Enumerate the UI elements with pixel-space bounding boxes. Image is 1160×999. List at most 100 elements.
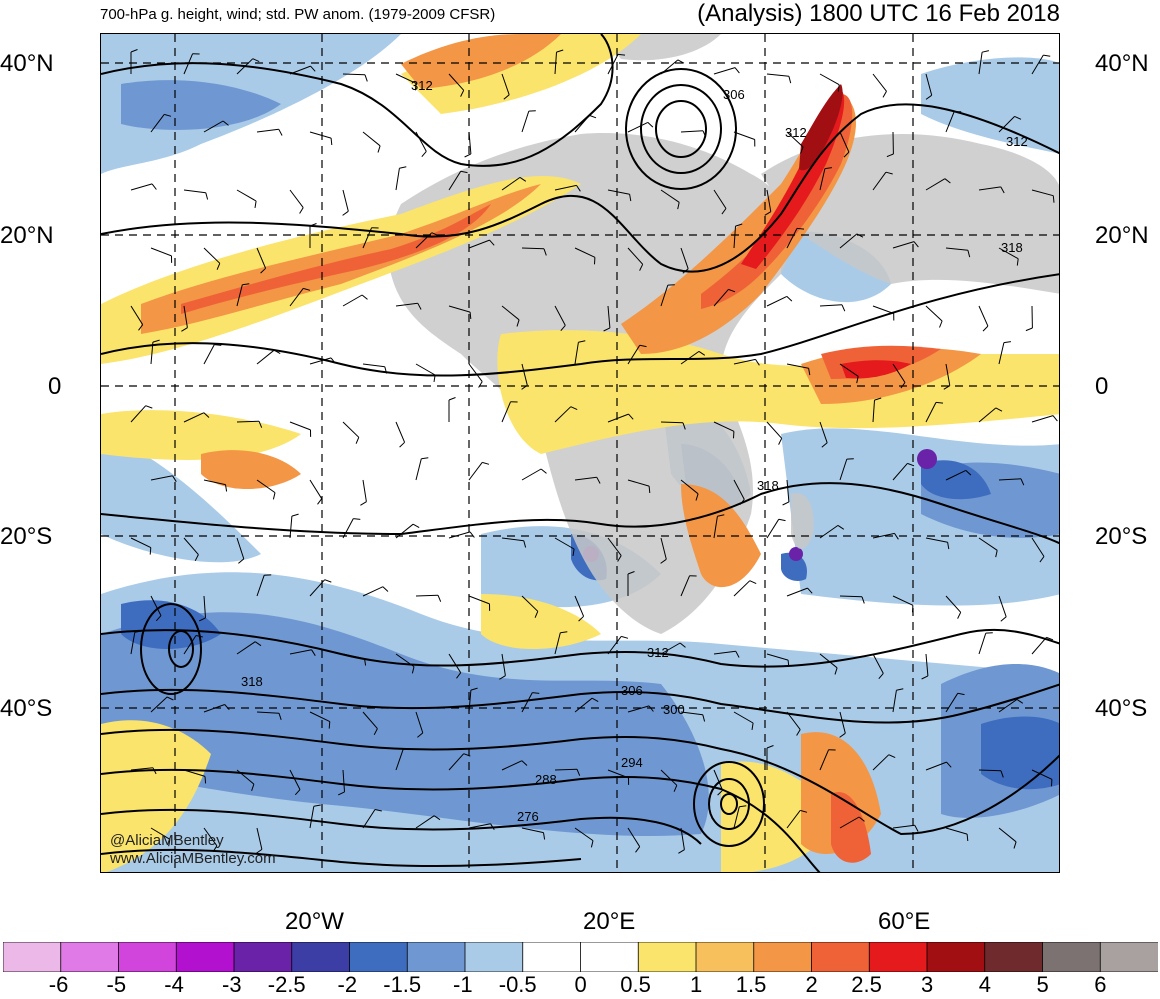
wind-barb-flag (342, 210, 349, 216)
contour-label: 318 (1001, 240, 1023, 255)
wind-barb (501, 73, 510, 95)
wind-barb (521, 110, 530, 133)
wind-barb-flag (839, 732, 846, 738)
wind-barb (309, 479, 323, 499)
wind-barb (660, 537, 667, 560)
wind-barb-flag (521, 760, 528, 766)
colorbar-swatch (349, 942, 409, 972)
wind-barb-flag (841, 304, 846, 312)
wind-barb-flag (399, 441, 405, 448)
wind-barb (203, 247, 221, 264)
wind-barb (978, 537, 998, 551)
wind-barb (236, 284, 243, 307)
wind-barb-flag (448, 397, 456, 401)
wind-barb (574, 247, 596, 258)
wind-barb (150, 342, 154, 365)
wind-barb (892, 690, 897, 713)
wind-barb-flag (639, 344, 647, 348)
wind-barb (892, 241, 915, 249)
wind-barb (521, 827, 544, 834)
wind-barb-flag (896, 688, 904, 691)
wind-barb (945, 595, 962, 613)
wind-barb (395, 749, 404, 771)
colorbar (3, 942, 1158, 972)
wind-barb-flag (946, 761, 952, 768)
lat-label-40s-left: 40°S (0, 695, 53, 722)
lat-label-20s-left: 20°S (0, 523, 53, 550)
wind-barb (1031, 189, 1054, 197)
wind-barb (448, 753, 465, 771)
wind-barb (713, 67, 736, 75)
wind-barb (468, 363, 483, 382)
wind-barb-flag (702, 130, 707, 138)
wind-barb-flag (907, 462, 915, 467)
positive-anomaly-fill-extreme (799, 84, 843, 171)
wind-barb-flag (238, 558, 245, 564)
wind-barb-flag (152, 339, 160, 343)
wind-barb (183, 769, 206, 777)
lat-label-0-left: 0 (48, 373, 62, 400)
wind-barb-flag (134, 630, 142, 633)
wind-barb (945, 469, 967, 481)
wind-barb (627, 247, 644, 265)
wind-barb-flag (878, 673, 884, 680)
wind-barb-flag (460, 170, 468, 174)
wind-barb-flag (590, 840, 594, 848)
wind-barb (256, 128, 279, 133)
wind-barb (150, 247, 172, 257)
wind-barb-flag (957, 612, 962, 619)
wind-barb-flag (886, 153, 894, 158)
wind-barb (892, 824, 915, 829)
wind-barb (713, 421, 735, 432)
credit-website: www.AliciaMBentley.com (110, 850, 276, 867)
colorbar-tick-label: 4 (978, 972, 991, 997)
wind-barb-flag (943, 385, 951, 390)
wind-barb (680, 130, 704, 133)
colorbar-tick-label: 0.5 (620, 972, 651, 997)
contour-label: 306 (723, 87, 745, 102)
wind-barb (554, 768, 578, 771)
wind-barb-flag (138, 324, 144, 331)
lon-label-60e: 60°E (878, 908, 931, 935)
wind-barb (150, 114, 165, 133)
wind-barb (203, 827, 218, 847)
wind-barb (627, 705, 650, 713)
wind-barb-flag (433, 374, 436, 382)
wind-barb (289, 189, 304, 208)
contour-label: 312 (1006, 134, 1028, 149)
wind-barb-flag (490, 823, 495, 830)
wind-barb (872, 532, 895, 539)
wind-barb (607, 54, 619, 75)
credit-twitter: @AliciaMBentley (110, 832, 224, 849)
wind-barb (872, 400, 875, 423)
wind-barb-flag (361, 294, 368, 300)
wind-barb (415, 232, 433, 249)
wind-barb (839, 816, 860, 829)
wind-barb (289, 65, 311, 75)
wind-barb-flag (982, 325, 989, 332)
wind-barb-flag (702, 714, 706, 722)
wind-barb (839, 363, 859, 377)
wind-barb-flag (255, 848, 263, 854)
wind-barb (892, 363, 906, 383)
wind-barb (786, 228, 798, 249)
wind-barb (925, 402, 937, 423)
wind-barb-flag (194, 554, 199, 562)
wind-barb (766, 73, 789, 77)
colorbar-swatch (406, 942, 466, 972)
wind-barb-flag (254, 641, 262, 647)
wind-barb (150, 696, 168, 713)
contour-label: 312 (647, 645, 669, 660)
wind-barb-flag (330, 138, 333, 146)
colorbar-swatch (695, 942, 755, 972)
wind-barb-flag (1016, 698, 1024, 704)
wind-barb (819, 73, 840, 86)
wind-barb-flag (216, 263, 221, 270)
wind-barb-flag (682, 422, 686, 430)
wind-barb-flag (787, 660, 790, 668)
wind-barb-flag (360, 501, 367, 506)
wind-barb (183, 412, 205, 423)
wind-barb (925, 178, 946, 191)
wind-barb (395, 168, 400, 191)
wind-barb-flag (172, 475, 177, 482)
